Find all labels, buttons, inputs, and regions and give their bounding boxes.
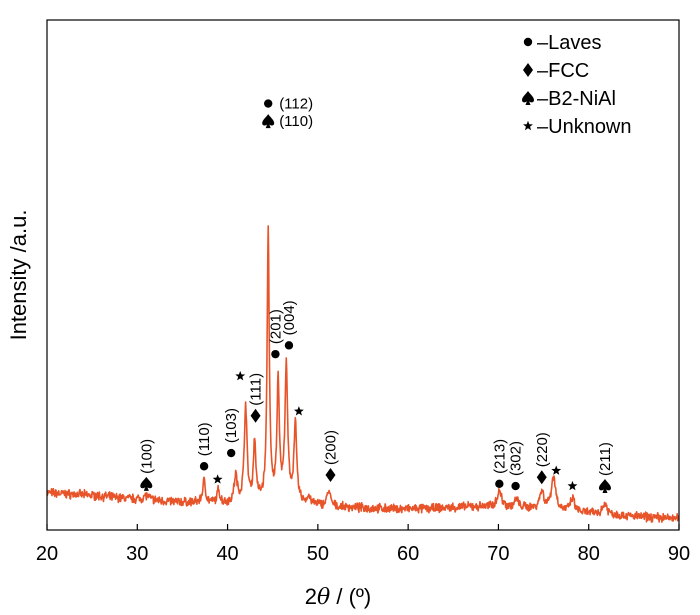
peak-annotation: (004) [281, 300, 298, 350]
x-tick-label: 30 [126, 543, 148, 565]
legend-entry: –Unknown [523, 116, 632, 138]
x-axis-ticks: 20 30 40 50 60 70 80 90 [36, 524, 690, 565]
star-marker-icon [523, 120, 533, 131]
circle-marker-icon [199, 462, 209, 471]
circle-marker-icon [284, 341, 294, 350]
x-tick-label: 80 [578, 543, 600, 565]
peak-annotation: (100) [138, 439, 155, 491]
peak-annotation: (103) [223, 408, 240, 458]
diamond-marker-icon [250, 408, 261, 423]
peak-label: (100) [138, 439, 155, 474]
x-tick-label: 60 [397, 543, 419, 565]
y-axis-title: Intensity /a.u. [6, 210, 31, 341]
legend-entry: –B2-NiAl [522, 88, 616, 110]
peak-label: (110) [196, 422, 213, 456]
axes: 20 30 40 50 60 70 80 90 [36, 19, 690, 565]
peak-annotation [551, 465, 562, 475]
peak-label: (220) [534, 432, 551, 467]
legend-entry: –FCC [523, 60, 589, 82]
circle-marker-icon [271, 349, 280, 359]
peak-annotation: (110) [262, 113, 313, 130]
peak-label: (103) [223, 408, 240, 443]
peak-annotation [212, 474, 223, 484]
x-tick-label: 40 [216, 543, 238, 565]
legend-label: –Laves [537, 32, 602, 54]
spade-marker-icon [140, 476, 153, 491]
peak-annotation: (213) [491, 439, 508, 489]
x-tick-label: 20 [36, 543, 58, 565]
peak-annotation: (200) [322, 430, 339, 483]
peak-annotation: (211) [597, 442, 614, 494]
legend-entry: –Laves [523, 32, 602, 54]
circle-marker-icon [264, 99, 273, 108]
plot-frame [46, 19, 680, 531]
peak-label: (112) [279, 96, 313, 113]
diamond-marker-icon [325, 468, 336, 483]
circle-marker-icon [495, 479, 504, 489]
spade-marker-icon [598, 479, 611, 494]
circle-marker-icon [226, 448, 236, 458]
star-marker-icon [235, 370, 246, 381]
x-tick-label: 50 [307, 543, 329, 565]
diamond-marker-icon [523, 63, 533, 77]
peak-label: (211) [597, 442, 614, 476]
peak-label: (111) [248, 373, 265, 406]
star-marker-icon [212, 474, 223, 484]
peak-label: (201) [267, 309, 284, 344]
peak-annotation [567, 480, 578, 491]
peak-annotation [235, 370, 246, 381]
peak-annotation: (220) [534, 432, 551, 485]
legend-label: –B2-NiAl [537, 88, 616, 110]
peak-annotations: (100) (110) (103)(111)(112)(110)(201)(004)… [138, 96, 614, 494]
peak-annotation: (112) [264, 96, 313, 113]
diamond-marker-icon [536, 470, 547, 485]
peak-annotation: (201) [267, 309, 284, 359]
x-tick-label: 70 [487, 543, 509, 565]
peak-annotation: (302) [508, 441, 525, 491]
legend: –Laves –FCC –B2-NiAl –Unknown [522, 32, 632, 138]
peak-label: (200) [322, 430, 339, 465]
peak-annotation: (111) [248, 373, 265, 423]
xrd-pattern-line [47, 225, 679, 523]
peak-annotation [293, 406, 304, 416]
legend-label: –FCC [537, 60, 589, 82]
peak-annotation: (110) [196, 422, 213, 471]
star-marker-icon [293, 406, 304, 416]
x-axis-title: 2θ / (º) [305, 584, 372, 610]
circle-marker-icon [523, 37, 533, 47]
star-marker-icon [567, 480, 578, 491]
peak-label: (213) [491, 439, 508, 474]
star-marker-icon [551, 465, 562, 475]
plot-area [47, 225, 679, 523]
peak-label: (004) [281, 300, 298, 335]
peak-label: (110) [279, 113, 313, 130]
spade-marker-icon [262, 114, 275, 129]
peak-label: (302) [508, 441, 525, 476]
x-tick-label: 90 [668, 543, 690, 565]
circle-marker-icon [511, 481, 520, 491]
legend-label: –Unknown [537, 116, 632, 138]
spade-marker-icon [522, 91, 534, 105]
